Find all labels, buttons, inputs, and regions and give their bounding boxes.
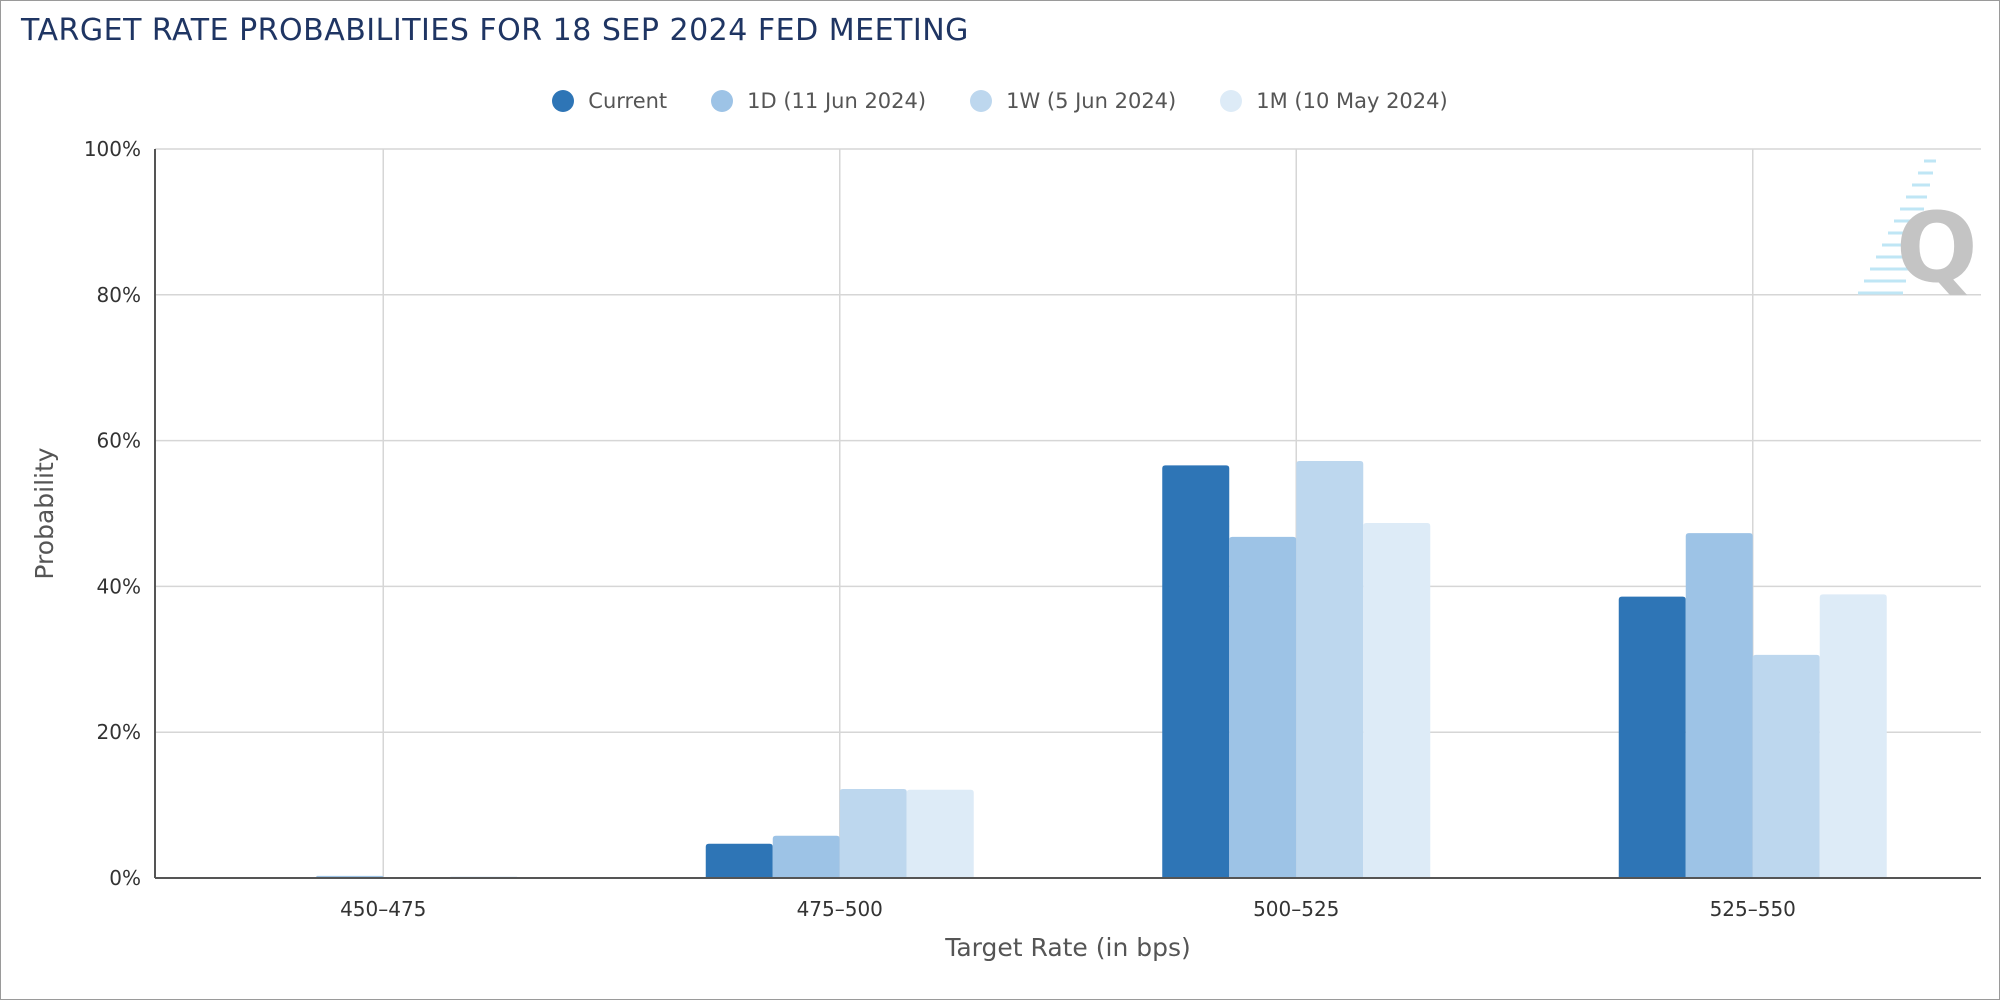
y-tick-label: 40% bbox=[97, 574, 141, 598]
x-tick-label: 450–475 bbox=[340, 897, 426, 921]
bar-1m-3[interactable] bbox=[1819, 594, 1887, 878]
legend-label-1m: 1M (10 May 2024) bbox=[1256, 89, 1448, 113]
y-tick-label: 20% bbox=[97, 720, 141, 744]
legend-label-current: Current bbox=[588, 89, 668, 113]
legend-item-1d[interactable]: 1D (11 Jun 2024) bbox=[711, 89, 926, 113]
y-axis-title: Probability bbox=[30, 447, 59, 579]
bar-1d-2[interactable] bbox=[1229, 536, 1297, 878]
bar-current-1[interactable] bbox=[705, 843, 773, 878]
bar-1w-1[interactable] bbox=[839, 789, 907, 878]
bar-1m-1[interactable] bbox=[906, 789, 974, 878]
bar-1d-3[interactable] bbox=[1685, 533, 1753, 878]
legend-item-1m[interactable]: 1M (10 May 2024) bbox=[1220, 89, 1448, 113]
bar-1m-2[interactable] bbox=[1363, 522, 1431, 878]
y-tick-label: 60% bbox=[97, 429, 141, 453]
bar-1w-3[interactable] bbox=[1752, 654, 1820, 878]
legend-label-1w: 1W (5 Jun 2024) bbox=[1006, 89, 1177, 113]
legend-marker-1w bbox=[970, 90, 993, 112]
legend-marker-1m bbox=[1220, 90, 1243, 112]
legend-item-current[interactable]: Current bbox=[552, 89, 667, 113]
watermark-q-icon: Q bbox=[1896, 192, 1978, 304]
legend-marker-1d bbox=[711, 90, 734, 112]
chart-title: TARGET RATE PROBABILITIES FOR 18 SEP 202… bbox=[21, 13, 969, 48]
legend-marker-current bbox=[552, 90, 575, 112]
y-tick-label: 100% bbox=[84, 137, 141, 161]
bar-1d-1[interactable] bbox=[772, 835, 840, 878]
bar-current-2[interactable] bbox=[1162, 465, 1230, 878]
bar-current-3[interactable] bbox=[1618, 596, 1686, 878]
x-tick-label: 500–525 bbox=[1253, 897, 1339, 921]
bar-1w-2[interactable] bbox=[1296, 461, 1364, 878]
y-tick-label: 80% bbox=[97, 283, 141, 307]
legend-label-1d: 1D (11 Jun 2024) bbox=[747, 89, 927, 113]
x-tick-label: 525–550 bbox=[1710, 897, 1796, 921]
legend: Current 1D (11 Jun 2024) 1W (5 Jun 2024)… bbox=[1, 89, 1999, 113]
y-tick-label: 0% bbox=[109, 866, 141, 890]
x-axis-title: Target Rate (in bps) bbox=[944, 933, 1191, 962]
legend-item-1w[interactable]: 1W (5 Jun 2024) bbox=[970, 89, 1176, 113]
x-tick-label: 475–500 bbox=[797, 897, 883, 921]
